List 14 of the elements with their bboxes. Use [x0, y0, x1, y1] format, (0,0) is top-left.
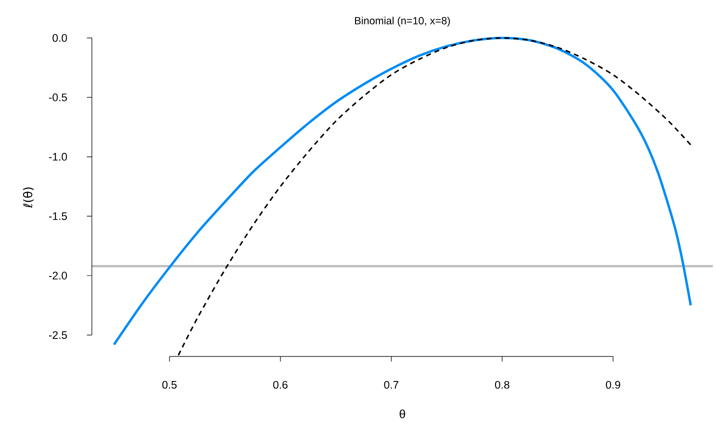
x-tick-label: 0.8 — [495, 380, 510, 389]
y-tick-label: -2.5 — [49, 331, 67, 339]
x-axis-title: θ — [400, 409, 406, 418]
y-tick-label: -2.0 — [49, 272, 67, 280]
y-tick-label: -0.5 — [49, 93, 67, 102]
y-axis-title: ℓ(θ) — [22, 187, 34, 208]
x-tick-label: 0.6 — [273, 380, 288, 389]
x-tick-label: 0.9 — [606, 380, 620, 389]
chart-title: Binomial (n=10, x=8) — [355, 16, 450, 26]
y-tick-label: 0.0 — [52, 34, 67, 42]
y-tick-label: -1.0 — [49, 152, 67, 161]
x-tick-label: 0.5 — [162, 380, 177, 389]
x-tick-label: 0.7 — [384, 380, 398, 389]
y-tick-label: -1.5 — [49, 212, 67, 220]
